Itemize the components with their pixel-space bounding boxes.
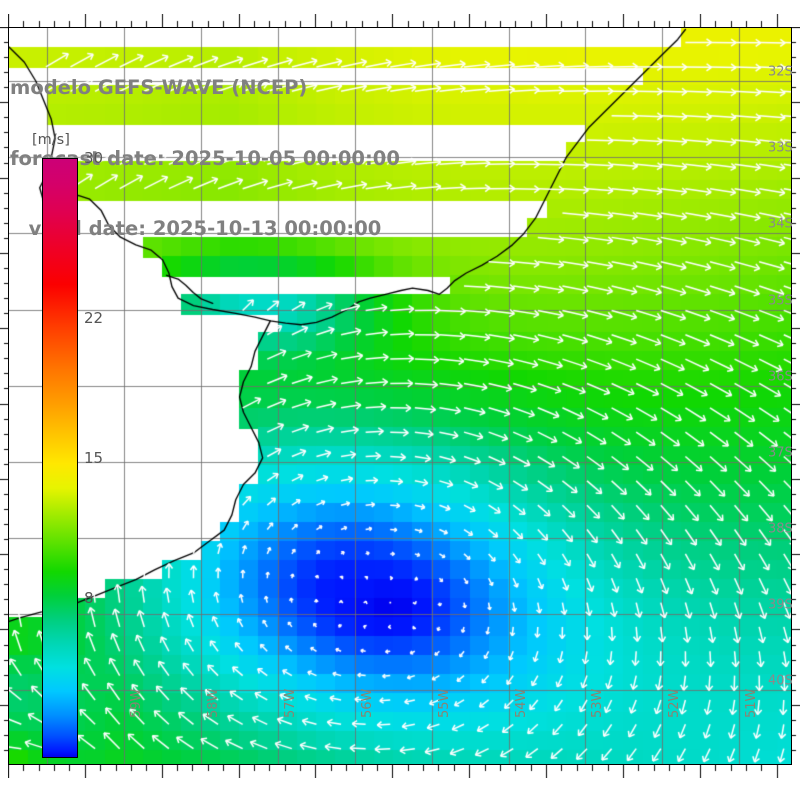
lat-tick-label: 32S bbox=[768, 64, 793, 80]
lon-tick-label: 57W bbox=[283, 688, 299, 718]
lat-tick-label: 35S bbox=[768, 293, 793, 308]
colorbar-tick-label: 22 bbox=[84, 309, 104, 327]
colorbar-tick-label: 15 bbox=[84, 449, 104, 467]
colorbar bbox=[42, 158, 78, 758]
lat-tick-label: 40S bbox=[768, 673, 793, 689]
lon-tick-label: 59W bbox=[129, 688, 145, 718]
lat-tick-label: 38S bbox=[768, 521, 793, 537]
wind-direction-arrows bbox=[9, 28, 791, 764]
lon-tick-label: 56W bbox=[359, 688, 375, 718]
colorbar-unit-label: [m/s] bbox=[32, 132, 70, 148]
lat-tick-label: 34S bbox=[768, 216, 793, 232]
title-model-line: modelo GEFS-WAVE (NCEP) bbox=[10, 76, 308, 99]
colorbar-gradient bbox=[42, 158, 78, 758]
lon-tick-label: 58W bbox=[206, 688, 222, 718]
lon-tick-label: 54W bbox=[513, 688, 529, 718]
lat-tick-label: 39S bbox=[768, 597, 793, 613]
left-axis-ticks bbox=[0, 27, 8, 765]
top-axis-ticks bbox=[8, 14, 792, 27]
lat-tick-label: 37S bbox=[768, 445, 793, 461]
lon-tick-label: 52W bbox=[667, 688, 683, 718]
right-axis-ticks bbox=[792, 27, 800, 765]
bottom-axis-ticks bbox=[8, 765, 792, 778]
colorbar-tick-label: 8 bbox=[84, 589, 94, 607]
lon-tick-label: 53W bbox=[590, 688, 606, 718]
lon-tick-label: 51W bbox=[744, 688, 760, 718]
lat-tick-label: 36S bbox=[768, 369, 793, 385]
colorbar-tick-label: 30 bbox=[84, 149, 104, 167]
lat-tick-label: 33S bbox=[768, 140, 793, 156]
lon-tick-label: 55W bbox=[436, 688, 452, 718]
map-plot-area bbox=[8, 27, 792, 765]
